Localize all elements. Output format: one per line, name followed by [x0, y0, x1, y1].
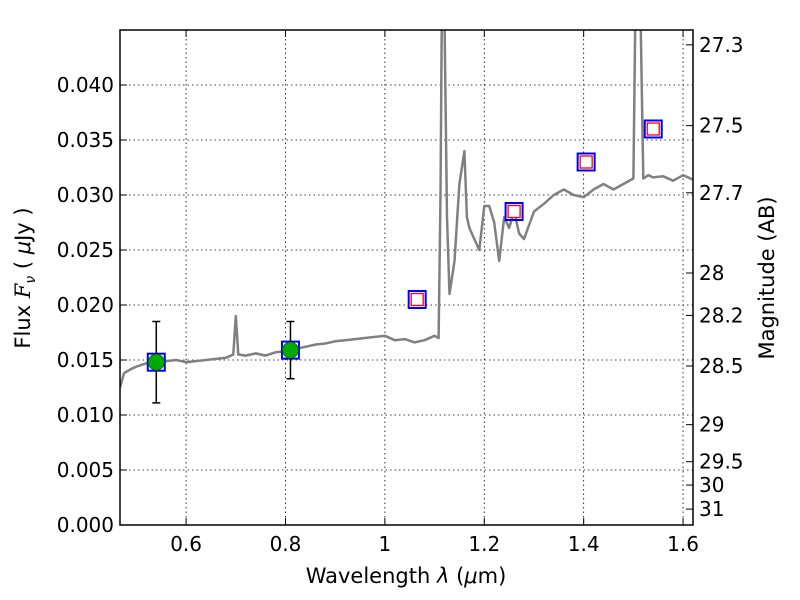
y-axis: 0.000 0.005 0.010 0.015 0.020 0.025 0.030 0.035…: [57, 73, 127, 537]
y-axis-title: Flux Fν ( μJy ): [11, 207, 39, 348]
x-tick-label: 1.6: [667, 532, 699, 556]
x-tick-label: 0.6: [170, 532, 202, 556]
y2-tick-label: 29: [699, 413, 724, 437]
y-tick-label: 0.015: [57, 348, 114, 372]
y2-tick-label: 28.5: [699, 354, 744, 378]
model-point-blue: [643, 119, 663, 139]
y-tick-label: 0.010: [57, 403, 114, 427]
spectrum-line: [120, 30, 693, 388]
x-axis-title: Wavelength λ (μm): [306, 564, 507, 588]
model-point-red: [507, 204, 521, 219]
y2-tick-label: 27.3: [699, 33, 744, 57]
y-tick-label: 0.020: [57, 293, 114, 317]
y2-tick-label: 27.5: [699, 114, 744, 138]
y-tick-label: 0.030: [57, 183, 114, 207]
model-point-blue: [576, 152, 596, 172]
y2-tick-label: 31: [699, 497, 724, 521]
model-point-red: [410, 292, 424, 307]
x-tick-label: 0.8: [270, 532, 302, 556]
y-tick-label: 0.025: [57, 238, 114, 262]
model-point-blue: [407, 290, 427, 309]
y2-tick-label: 29.5: [699, 450, 744, 474]
model-point-blue: [504, 202, 524, 221]
plot-area: [120, 30, 693, 404]
x-axis: 0.6 0.8 1 1.2 1.4 1.6: [170, 30, 699, 556]
plot-frame: [119, 29, 694, 526]
model-point-red: [646, 122, 660, 136]
y2-axis-title: Magnitude (AB): [755, 196, 779, 359]
y2-tick-label: 28: [699, 261, 724, 285]
y2-tick-label: 27.7: [699, 181, 744, 205]
y2-tick-label: 30: [699, 473, 724, 497]
y2-tick-label: 28.2: [699, 303, 744, 327]
y-tick-label: 0.005: [57, 458, 114, 482]
x-tick-label: 1.4: [568, 532, 600, 556]
x-tick-label: 1: [379, 532, 392, 556]
observed-point: [282, 341, 299, 359]
observed-point: [147, 353, 165, 371]
y-tick-label: 0.040: [57, 73, 114, 97]
x-tick-label: 1.2: [468, 532, 500, 556]
model-point-red: [579, 155, 593, 169]
y-tick-label: 0.035: [57, 128, 114, 152]
y-tick-label: 0.000: [57, 513, 114, 537]
